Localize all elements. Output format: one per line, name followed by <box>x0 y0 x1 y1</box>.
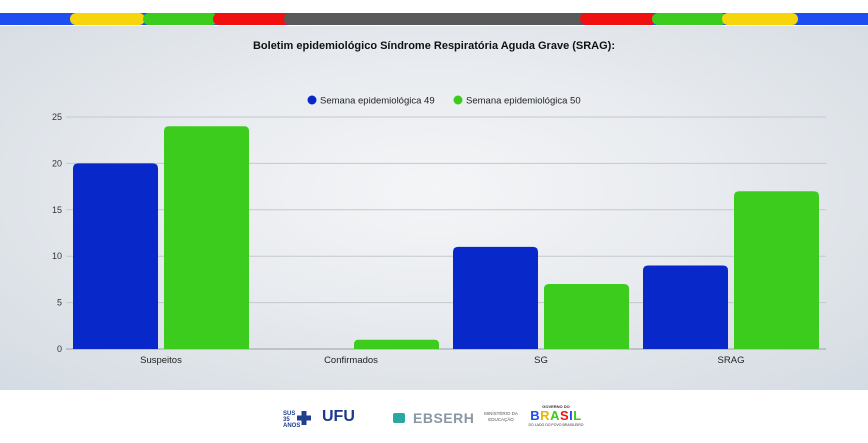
bar[interactable] <box>73 163 158 349</box>
mec-logo: MINISTÉRIO DA EDUCAÇÃO <box>484 411 518 422</box>
color-bar-segment <box>213 13 290 25</box>
gov-brasil-letter: S <box>559 408 570 423</box>
y-tick-label: 10 <box>52 251 62 261</box>
top-color-bar <box>0 13 868 25</box>
ufu-logo-text: UFU <box>322 408 355 425</box>
y-tick-label: 0 <box>57 344 62 354</box>
gov-brasil-letter: R <box>540 408 551 423</box>
y-tick-label: 5 <box>57 298 62 308</box>
color-bar-segment <box>143 13 218 25</box>
gov-brasil-letter: A <box>550 408 560 423</box>
ebserh-logo-text: EBSERH <box>413 409 475 426</box>
bar[interactable] <box>643 265 728 349</box>
gov-brasil-logo: GOVERNO DO BRASIL DO LADO DO POVO BRASIL… <box>527 404 585 427</box>
bar[interactable] <box>544 284 629 349</box>
chart-panel: Boletim epidemiológico Síndrome Respirat… <box>0 26 868 390</box>
gov-sub-text: DO LADO DO POVO BRASILEIRO <box>528 423 584 427</box>
y-tick-label: 15 <box>52 205 62 215</box>
x-category-label: Confirmados <box>324 355 378 366</box>
bar-chart: 0 5 10 15 20 25 Semana epidemiológica 49 Semana… <box>52 95 826 366</box>
legend-label[interactable]: Semana epidemiológica 49 <box>320 96 435 107</box>
gov-top-text: GOVERNO DO <box>542 404 570 409</box>
ufu-logo: UFU <box>322 408 355 426</box>
footer-logos: SUS 35 ANOS UFU EBSERH MINISTÉRIO DA EDU… <box>0 390 868 443</box>
sus-cross-icon <box>297 411 311 425</box>
gov-brasil-word: BRASIL <box>527 409 585 423</box>
bar[interactable] <box>164 126 249 349</box>
legend-label[interactable]: Semana epidemiológica 50 <box>466 96 581 107</box>
gov-brasil-letter: I <box>569 408 574 423</box>
x-category-label: SG <box>534 355 548 366</box>
color-bar-segment <box>722 13 798 25</box>
ebserh-mark-icon <box>393 412 405 423</box>
bar[interactable] <box>354 339 439 349</box>
legend-marker[interactable] <box>453 95 463 105</box>
bar[interactable] <box>453 246 538 349</box>
x-category-label: Suspeitos <box>140 355 182 366</box>
color-bar-segment <box>70 13 145 25</box>
y-tick-label: 25 <box>52 112 62 122</box>
chart-title: Boletim epidemiológico Síndrome Respirat… <box>252 40 616 52</box>
bar[interactable] <box>734 191 819 349</box>
legend-marker[interactable] <box>307 95 317 105</box>
sus-logo: SUS 35 ANOS <box>283 411 311 429</box>
x-category-label: SRAG <box>718 355 745 366</box>
color-bar-segment <box>652 13 727 25</box>
sus-logo-text: SUS 35 ANOS <box>283 411 301 429</box>
gov-brasil-letter: L <box>573 408 582 423</box>
gov-brasil-letter: B <box>530 408 541 423</box>
ebserh-logo: EBSERH <box>393 409 474 427</box>
color-bar-segment <box>580 13 656 25</box>
y-tick-label: 20 <box>52 158 62 168</box>
color-bar-segment <box>284 13 586 25</box>
